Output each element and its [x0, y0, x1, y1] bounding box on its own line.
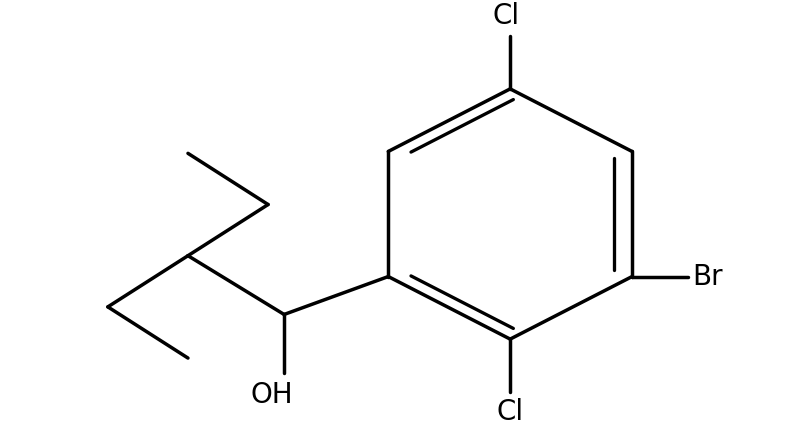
Text: OH: OH — [251, 381, 293, 409]
Text: Cl: Cl — [496, 398, 523, 426]
Text: Cl: Cl — [492, 2, 519, 30]
Text: Br: Br — [691, 262, 722, 291]
